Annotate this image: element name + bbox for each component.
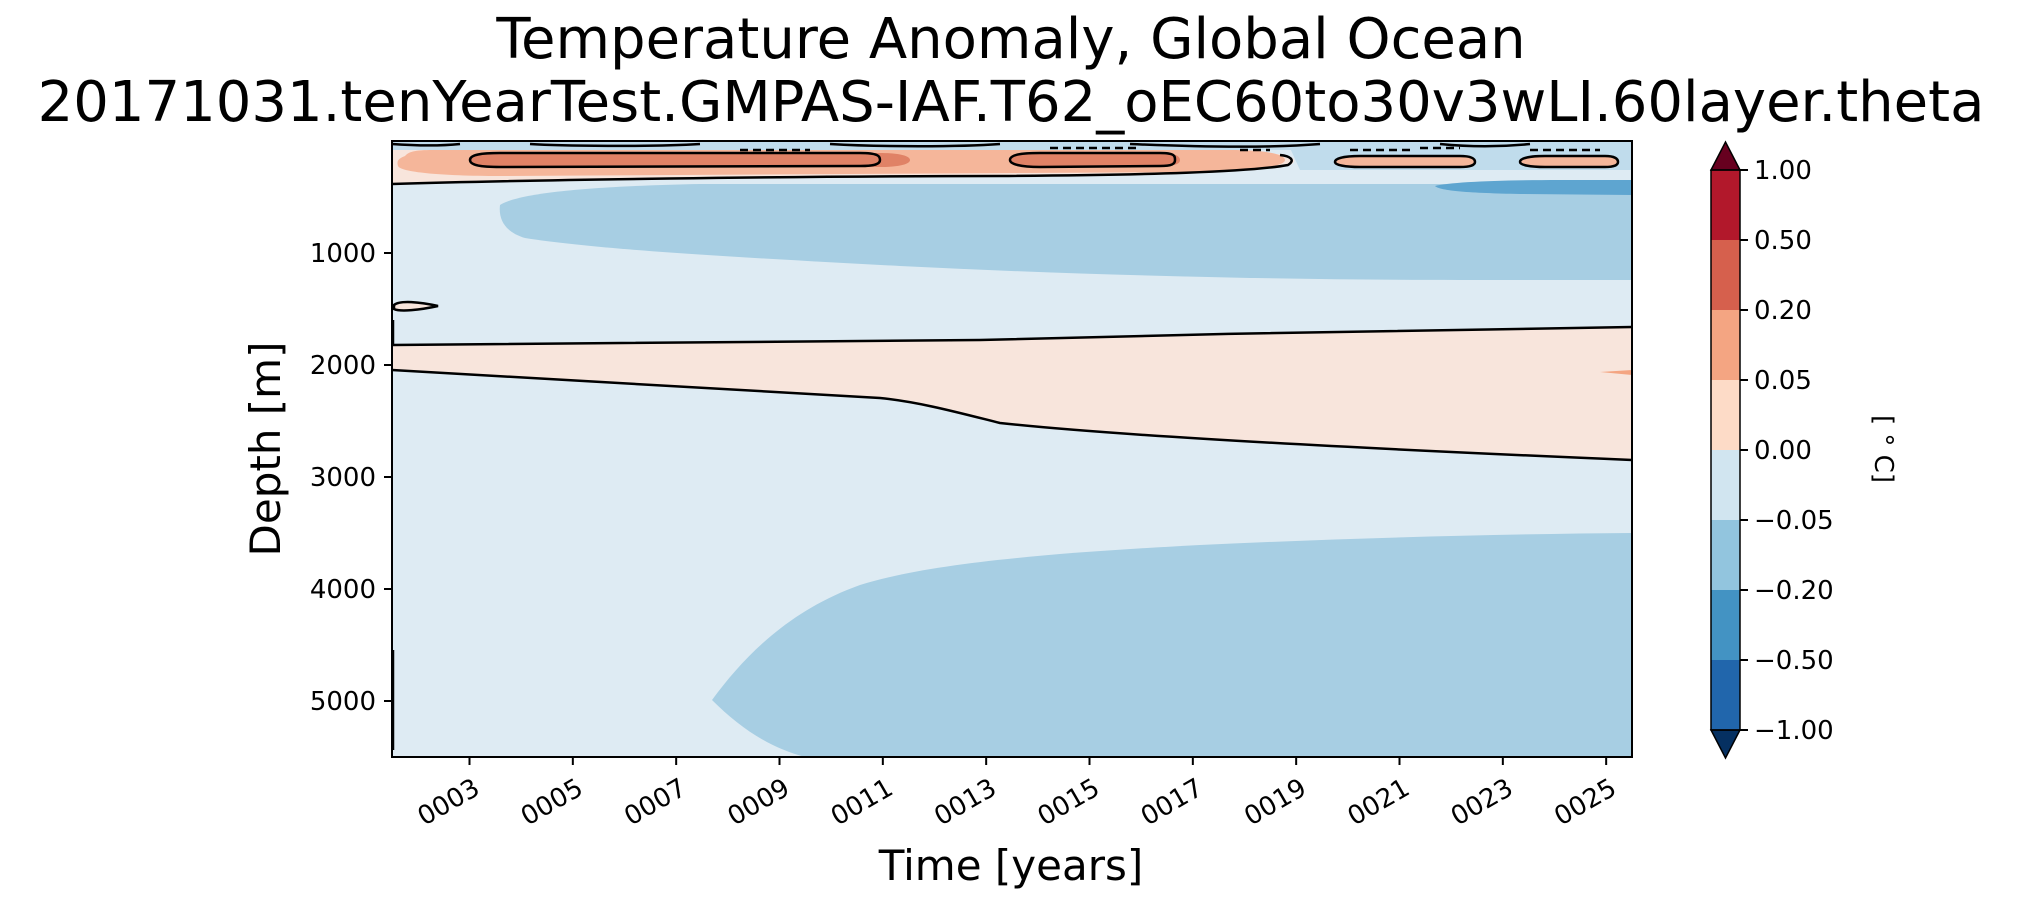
- colorbar-tick-label: 0.20: [1754, 296, 1812, 326]
- colorbar-tick-label: −0.05: [1754, 506, 1834, 536]
- region-surface-red: [470, 153, 910, 168]
- region-surface-red-2: [1010, 153, 1180, 167]
- colorbar-segment: [1711, 450, 1740, 520]
- colorbar-tick-label: 0.05: [1754, 366, 1812, 396]
- colorbar-label: [ ° C]: [1868, 415, 1898, 483]
- x-tick-label: 0021: [1343, 773, 1415, 832]
- colorbar-tick-label: −0.50: [1754, 646, 1834, 676]
- colorbar-segment: [1711, 520, 1740, 590]
- chart-subtitle: 20171031.tenYearTest.GMPAS-IAF.T62_oEC60…: [38, 70, 1985, 135]
- x-tick-label: 0009: [723, 773, 795, 832]
- region-surface-blue: [392, 141, 1632, 150]
- contour-left-small: [392, 300, 439, 312]
- y-tick-label: 2000: [310, 351, 376, 381]
- colorbar-tick-label: 1.00: [1754, 156, 1812, 186]
- plot-area: [392, 141, 1632, 757]
- contour-surface-red: [468, 151, 882, 169]
- contour-surface-red-2: [1008, 151, 1177, 169]
- region-upper-negative: [499, 184, 1632, 280]
- contour-surface-positive: [392, 153, 1293, 186]
- colorbar-under-triangle: [1709, 729, 1742, 760]
- chart-title: Temperature Anomaly, Global Ocean: [495, 7, 1525, 72]
- y-axis-label: Depth [m]: [241, 342, 290, 557]
- y-tick-label: 1000: [310, 239, 376, 269]
- colorbar-segment: [1711, 660, 1740, 730]
- contour-positive-bottom: [392, 368, 1632, 462]
- colorbar-over-triangle: [1709, 140, 1742, 171]
- colorbar-segment: [1711, 240, 1740, 310]
- region-positive-tick: [1600, 370, 1632, 375]
- colorbar-segment: [1711, 380, 1740, 450]
- y-axis: 1000 2000 3000 4000 5000: [310, 239, 392, 717]
- x-tick-label: 0023: [1446, 773, 1518, 832]
- colorbar-tick-label: 0.50: [1754, 226, 1812, 256]
- colorbar: −1.00 −0.50 −0.20 −0.05 0.00 0.05 0.20 0.50 1.00: [1709, 140, 1834, 760]
- x-tick-label: 0013: [929, 773, 1001, 832]
- region-positive-mid: [392, 327, 1632, 460]
- x-tick-label: 0017: [1136, 773, 1208, 832]
- x-tick-label: 0015: [1033, 773, 1105, 832]
- x-tick-label: 0007: [619, 773, 691, 832]
- colorbar-segment: [1711, 170, 1740, 240]
- contour-positive-top: [392, 325, 1632, 347]
- y-tick-label: 3000: [310, 463, 376, 493]
- x-tick-label: 0011: [826, 773, 898, 832]
- x-tick-label: 0003: [413, 773, 485, 832]
- colorbar-tick-label: −0.20: [1754, 576, 1834, 606]
- colorbar-tick-label: −1.00: [1754, 716, 1834, 746]
- contour-surface-dashed: [740, 146, 1600, 152]
- region-right-darkblue: [1435, 180, 1632, 195]
- plot-frame: [391, 140, 1633, 758]
- region-surface-orange-right: [1335, 156, 1475, 167]
- colorbar-segment: [1711, 310, 1740, 380]
- x-axis: 0003 0005 0007 0009 0011 0013 0015 0017 0019 0021…: [413, 757, 1622, 832]
- y-tick-label: 5000: [310, 687, 376, 717]
- x-tick-label: 0019: [1239, 773, 1311, 832]
- region-deep-negative: [712, 533, 1632, 757]
- region-surface-orange-right-2: [1520, 156, 1618, 167]
- x-axis-label: Time [years]: [878, 841, 1144, 890]
- x-tick-label: 0005: [516, 773, 588, 832]
- contour-surface-top: [392, 142, 1531, 148]
- y-tick-label: 4000: [310, 575, 376, 605]
- contour-surface-right-2: [1518, 154, 1620, 169]
- colorbar-tick-label: 0.00: [1754, 436, 1812, 466]
- x-tick-label: 0025: [1549, 773, 1621, 832]
- contour-surface-right-1: [1333, 154, 1477, 169]
- colorbar-segment: [1711, 590, 1740, 660]
